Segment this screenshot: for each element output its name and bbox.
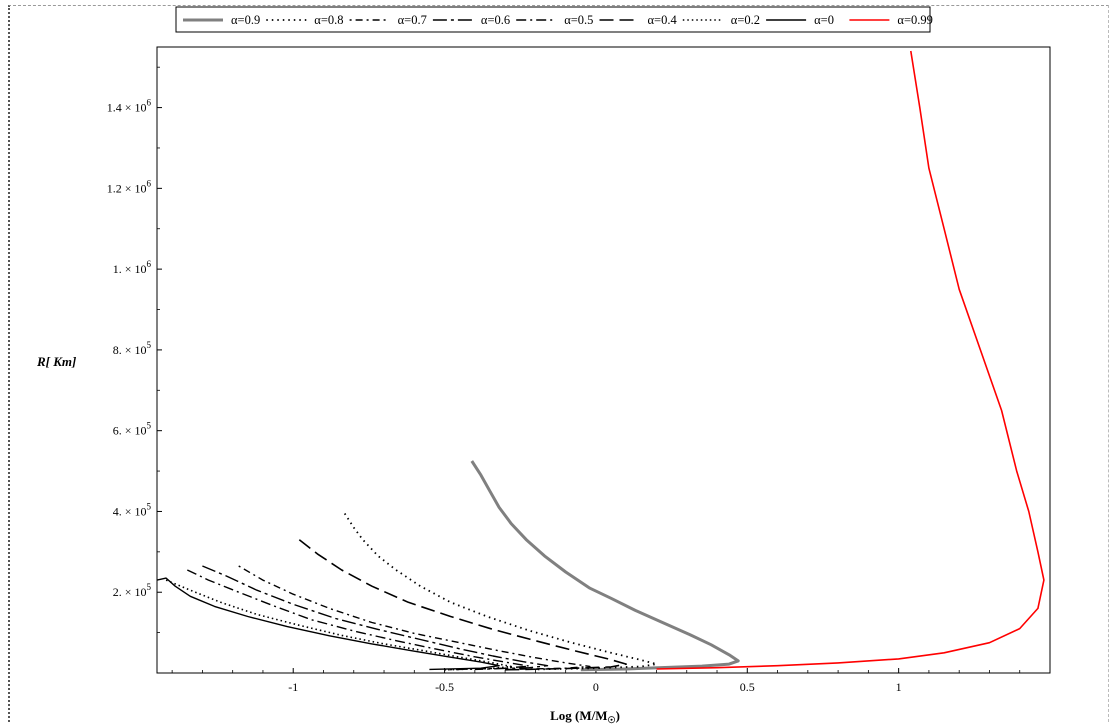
series-line-1 bbox=[343, 513, 658, 671]
x-tick-label: 0 bbox=[593, 680, 599, 694]
x-axis: -1 -0.5 0 0.5 1 bbox=[171, 668, 1021, 694]
y-axis: 2. × 105 4. × 105 6. × 105 8. × 105 1. × 106… bbox=[107, 66, 162, 634]
series-line-3 bbox=[202, 565, 549, 671]
y-tick-label: 2. × 105 bbox=[113, 582, 152, 599]
y-tick-label: 1.2 × 106 bbox=[107, 178, 152, 195]
series-line-7 bbox=[157, 577, 500, 671]
legend-label: α=0.2 bbox=[731, 13, 760, 27]
y-tick-label: 1.4 × 106 bbox=[107, 98, 152, 115]
legend-label: α=0.5 bbox=[564, 13, 593, 27]
y-axis-label: R[ Km] bbox=[36, 354, 76, 369]
legend: α=0.9 α=0.8 α=0.7 α=0.6 α=0.5 α=0.4 α=0.2 α=0 α=… bbox=[175, 6, 933, 33]
series-line-0 bbox=[470, 460, 740, 672]
series-line-6 bbox=[165, 579, 512, 671]
x-tick-label: 0.5 bbox=[740, 680, 755, 694]
legend-label: α=0.9 bbox=[231, 13, 260, 27]
legend-label: α=0 bbox=[814, 13, 834, 27]
legend-label: α=0.8 bbox=[314, 13, 343, 27]
x-tick-label: -0.5 bbox=[435, 680, 454, 694]
x-tick-label: 1 bbox=[896, 680, 902, 694]
x-axis-label: Log (M/M☉) bbox=[550, 708, 620, 724]
legend-label: α=0.99 bbox=[897, 13, 932, 27]
series-line-2 bbox=[238, 565, 591, 671]
y-tick-label: 1. × 106 bbox=[113, 259, 152, 276]
x-tick-label: -1 bbox=[288, 680, 298, 694]
plot-area bbox=[156, 46, 1051, 674]
legend-label: α=0.4 bbox=[648, 13, 678, 27]
legend-label: α=0.6 bbox=[481, 13, 510, 27]
y-tick-label: 4. × 105 bbox=[113, 501, 152, 518]
series-line-4 bbox=[186, 569, 530, 671]
chart-frame bbox=[8, 5, 1109, 722]
legend-label: α=0.7 bbox=[398, 13, 427, 27]
y-tick-label: 6. × 105 bbox=[113, 421, 152, 438]
y-tick-label: 8. × 105 bbox=[113, 340, 152, 357]
series-line-5 bbox=[298, 539, 627, 671]
series-line-8 bbox=[656, 50, 1045, 670]
series-layer bbox=[157, 50, 1045, 672]
